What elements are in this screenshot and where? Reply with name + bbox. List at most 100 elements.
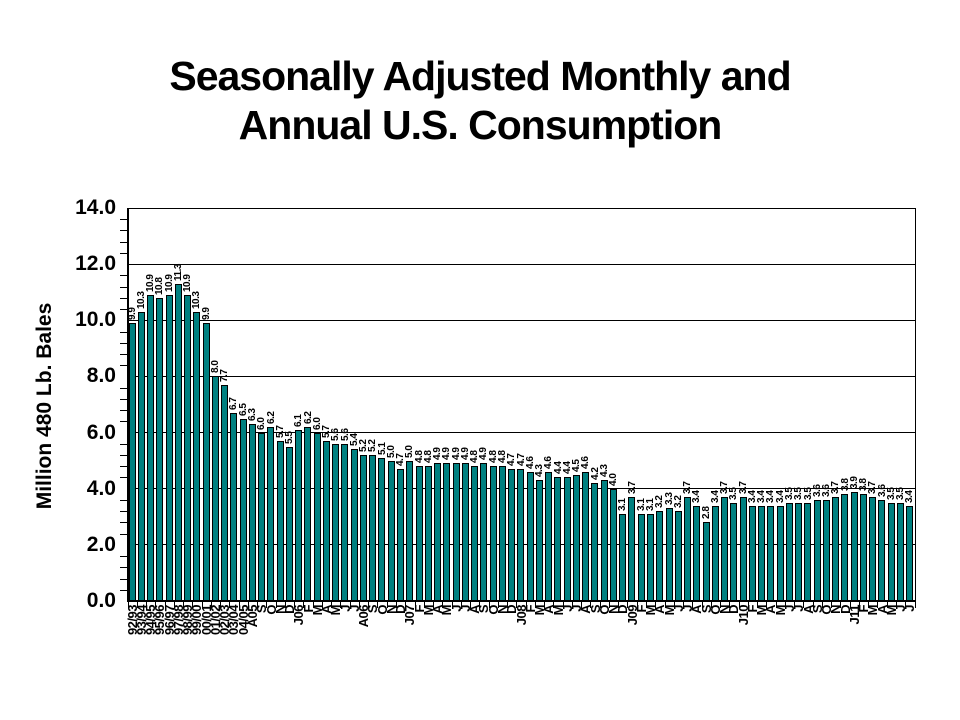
bar [369, 455, 377, 601]
x-minor-tick [275, 602, 277, 608]
y-axis-tick-label: 12.0 [75, 252, 116, 276]
x-minor-tick [479, 602, 481, 608]
y-minor-tick [120, 241, 128, 243]
x-minor-tick [701, 602, 703, 608]
x-minor-tick [710, 602, 712, 608]
x-minor-tick [377, 602, 379, 608]
x-minor-tick [562, 602, 564, 608]
x-minor-tick [349, 602, 351, 608]
bar [859, 494, 867, 601]
bar [147, 295, 155, 601]
bar [267, 426, 275, 601]
bar [767, 505, 775, 601]
x-minor-tick [553, 602, 555, 608]
x-minor-tick [868, 602, 870, 608]
bar [174, 283, 182, 601]
y-gridline [127, 432, 915, 434]
bar [397, 469, 404, 601]
bar [443, 463, 451, 601]
x-minor-tick [664, 602, 666, 608]
y-minor-tick [120, 230, 128, 232]
x-minor-tick [238, 602, 240, 608]
x-minor-tick [229, 602, 231, 608]
x-minor-tick [525, 602, 527, 608]
y-axis-tick-label: 10.0 [75, 308, 116, 332]
x-minor-tick [442, 602, 444, 608]
bar [350, 449, 358, 601]
bar [230, 412, 238, 601]
y-minor-tick [120, 443, 128, 445]
bar [628, 497, 636, 601]
bar [378, 457, 386, 601]
x-minor-tick [784, 602, 786, 608]
bar [600, 480, 608, 601]
x-minor-tick [766, 602, 768, 608]
y-minor-tick [120, 556, 128, 558]
y-minor-tick [120, 219, 128, 221]
x-axis-line [126, 600, 916, 602]
y-minor-tick [120, 421, 128, 423]
x-minor-tick [183, 602, 185, 608]
x-minor-tick [590, 602, 592, 608]
y-axis-tick-label: 2.0 [86, 532, 116, 556]
x-minor-tick [507, 602, 509, 608]
x-minor-tick [840, 602, 842, 608]
x-minor-tick [534, 602, 536, 608]
bar [406, 460, 414, 601]
bar [184, 295, 192, 601]
x-minor-tick [757, 602, 759, 608]
bar [359, 455, 367, 601]
bar-value-label: 9.9 [200, 307, 212, 321]
bar [785, 502, 793, 601]
bar [480, 463, 488, 601]
y-axis-line [126, 208, 129, 601]
bar [591, 483, 599, 601]
page-title-line-1: Seasonally Adjusted Monthly and [169, 53, 791, 99]
y-minor-tick [120, 286, 128, 288]
x-minor-tick [886, 602, 888, 608]
y-minor-tick [120, 331, 128, 333]
bar [128, 323, 136, 601]
bar [776, 505, 784, 601]
x-minor-tick [849, 602, 851, 608]
x-minor-tick [627, 602, 629, 608]
bar [693, 505, 701, 601]
x-minor-tick [201, 602, 203, 608]
bar [489, 466, 497, 601]
x-minor-tick [794, 602, 796, 608]
x-minor-tick [210, 602, 212, 608]
x-minor-tick [386, 602, 388, 608]
x-minor-tick [812, 602, 814, 608]
bar [684, 497, 692, 601]
bar [822, 499, 830, 601]
y-minor-tick [120, 522, 128, 524]
x-minor-tick [821, 602, 823, 608]
bar [239, 418, 247, 601]
x-minor-tick [645, 602, 647, 608]
x-minor-tick [673, 602, 675, 608]
x-minor-tick [340, 602, 342, 608]
bar [193, 311, 201, 601]
bar [424, 466, 432, 601]
bar [795, 502, 803, 601]
x-minor-tick [396, 602, 397, 608]
bar [711, 505, 719, 601]
x-minor-tick [470, 602, 472, 608]
bar [665, 508, 673, 601]
x-minor-tick [220, 602, 222, 608]
bar [619, 513, 627, 601]
bar [517, 469, 525, 601]
x-minor-tick [775, 602, 777, 608]
y-minor-tick [120, 567, 128, 569]
x-minor-tick [127, 602, 129, 608]
bar [739, 497, 747, 601]
x-minor-tick [803, 602, 805, 608]
x-minor-tick [433, 602, 435, 608]
bar [276, 440, 284, 601]
x-minor-tick [247, 602, 249, 608]
x-minor-tick [571, 602, 573, 608]
bar [545, 471, 553, 601]
bar [434, 463, 442, 601]
x-minor-tick [618, 602, 620, 608]
